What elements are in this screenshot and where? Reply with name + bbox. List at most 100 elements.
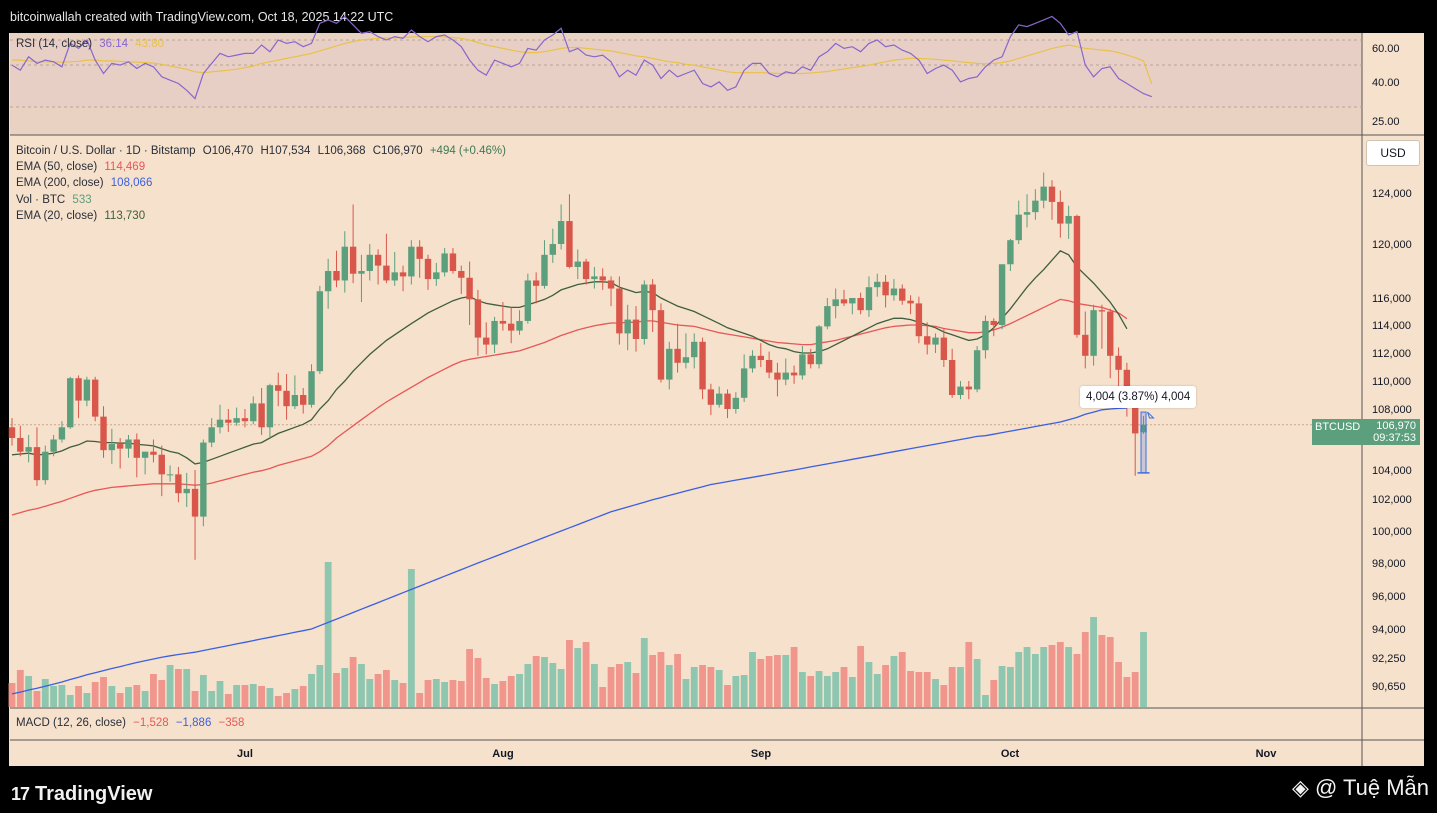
rsi-line <box>11 15 1153 100</box>
price-tick-label: 94,000 <box>1372 624 1406 636</box>
ema20-value: 113,730 <box>104 210 146 222</box>
volume-bar <box>316 665 324 707</box>
watermark-text: @ Tuệ Mẫn <box>1314 775 1429 800</box>
candle-body <box>699 341 706 390</box>
volume-bar <box>965 642 973 707</box>
volume-legend: Vol · BTC 533 <box>16 194 96 206</box>
candle-body <box>458 271 465 278</box>
volume-bar <box>549 663 557 707</box>
candle-body <box>1073 215 1081 335</box>
macd-value-1: −1,528 <box>133 717 169 729</box>
candle-body <box>374 254 382 266</box>
volume-bar <box>283 693 290 707</box>
macd-value-3: −358 <box>218 717 245 729</box>
rsi-label: RSI (14, close) <box>16 38 93 50</box>
candle-body <box>449 253 457 271</box>
candle-body <box>948 360 956 395</box>
candle-body <box>832 299 839 307</box>
candle-body <box>225 419 232 423</box>
volume-bar <box>1123 677 1131 707</box>
ema20-line <box>11 250 1128 465</box>
candle-body <box>882 281 889 296</box>
attribution-bar: bitcoinwallah created with TradingView.c… <box>10 0 1430 33</box>
volume-bar <box>1073 654 1081 707</box>
price-tick-label: 92,250 <box>1372 653 1406 665</box>
volume-bar <box>624 662 632 707</box>
volume-bar <box>715 670 723 707</box>
price-tick-label: 110,000 <box>1372 376 1411 388</box>
volume-bar <box>1090 617 1097 707</box>
volume-bar <box>216 681 224 707</box>
price-tick-label: 120,000 <box>1372 239 1412 251</box>
candle-body <box>1023 212 1031 215</box>
candle-body <box>399 272 407 277</box>
candle-body <box>591 276 598 280</box>
watermark: ◈ @ Tuệ Mẫn <box>1292 775 1429 801</box>
candle-body <box>549 244 556 255</box>
volume-bar <box>158 680 166 707</box>
candle-body <box>141 451 149 458</box>
symbol-title: Bitcoin / U.S. Dollar · 1D · Bitstamp <box>16 145 196 157</box>
candle-body <box>250 403 257 422</box>
candle-body <box>674 348 681 363</box>
candle-body <box>582 261 590 280</box>
price-label-price: 106,970 <box>1376 420 1416 432</box>
candle-body <box>83 379 91 401</box>
candle-body <box>682 357 690 363</box>
time-tick-label: Aug <box>492 748 513 760</box>
volume-bar <box>765 656 773 707</box>
macd-legend: MACD (12, 26, close) −1,528 −1,886 −358 <box>16 717 248 729</box>
volume-bar <box>241 685 249 707</box>
candle-body <box>824 306 831 327</box>
volume-bar <box>1031 654 1039 707</box>
candle-body <box>200 442 207 517</box>
candle-body <box>58 427 66 440</box>
candle-body <box>1082 334 1089 356</box>
candle-body <box>324 271 332 292</box>
candle-body <box>840 299 848 304</box>
candle-body <box>1057 201 1064 224</box>
volume-bar <box>100 677 107 707</box>
candle-body <box>724 393 731 409</box>
candle-body <box>291 395 299 407</box>
candle-body <box>408 246 415 277</box>
ohlc-low: L106,368 <box>317 145 366 157</box>
candle-body <box>283 390 290 407</box>
candle-body <box>341 246 348 281</box>
volume-bar <box>333 673 340 707</box>
candle-body <box>799 354 806 376</box>
volume-bar <box>83 693 91 707</box>
candle-body <box>907 300 914 304</box>
ema50-legend: EMA (50, close) 114,469 <box>16 161 149 173</box>
candle-body <box>208 427 215 443</box>
candle-body <box>116 444 124 449</box>
candle-body <box>790 372 798 376</box>
candle-body <box>890 288 898 296</box>
candle-body <box>732 397 740 409</box>
volume-bar <box>982 695 989 707</box>
volume-bar <box>541 657 548 707</box>
volume-bar <box>957 667 964 707</box>
candle-body <box>42 451 49 481</box>
price-tick-label: 114,000 <box>1372 320 1411 332</box>
currency-button[interactable]: USD <box>1366 140 1420 166</box>
volume-bar <box>632 673 640 707</box>
volume-bar <box>457 681 465 707</box>
volume-bar <box>91 682 99 707</box>
candle-body <box>191 488 199 517</box>
candle-body <box>8 427 16 438</box>
candle-body <box>749 355 756 369</box>
candle-body <box>1090 310 1097 356</box>
volume-bar <box>707 667 715 707</box>
price-label-countdown: 09:37:53 <box>1373 432 1416 444</box>
volume-bar <box>258 686 265 707</box>
candle-body <box>666 348 673 380</box>
tradingview-logo-icon: 17 <box>11 784 30 804</box>
price-tick-label: 116,000 <box>1372 293 1411 305</box>
volume-bar <box>599 687 607 707</box>
candle-body <box>216 419 224 428</box>
candle-body <box>691 341 698 358</box>
ema200-legend: EMA (200, close) 108,066 <box>16 177 156 189</box>
volume-bar <box>1081 632 1089 707</box>
